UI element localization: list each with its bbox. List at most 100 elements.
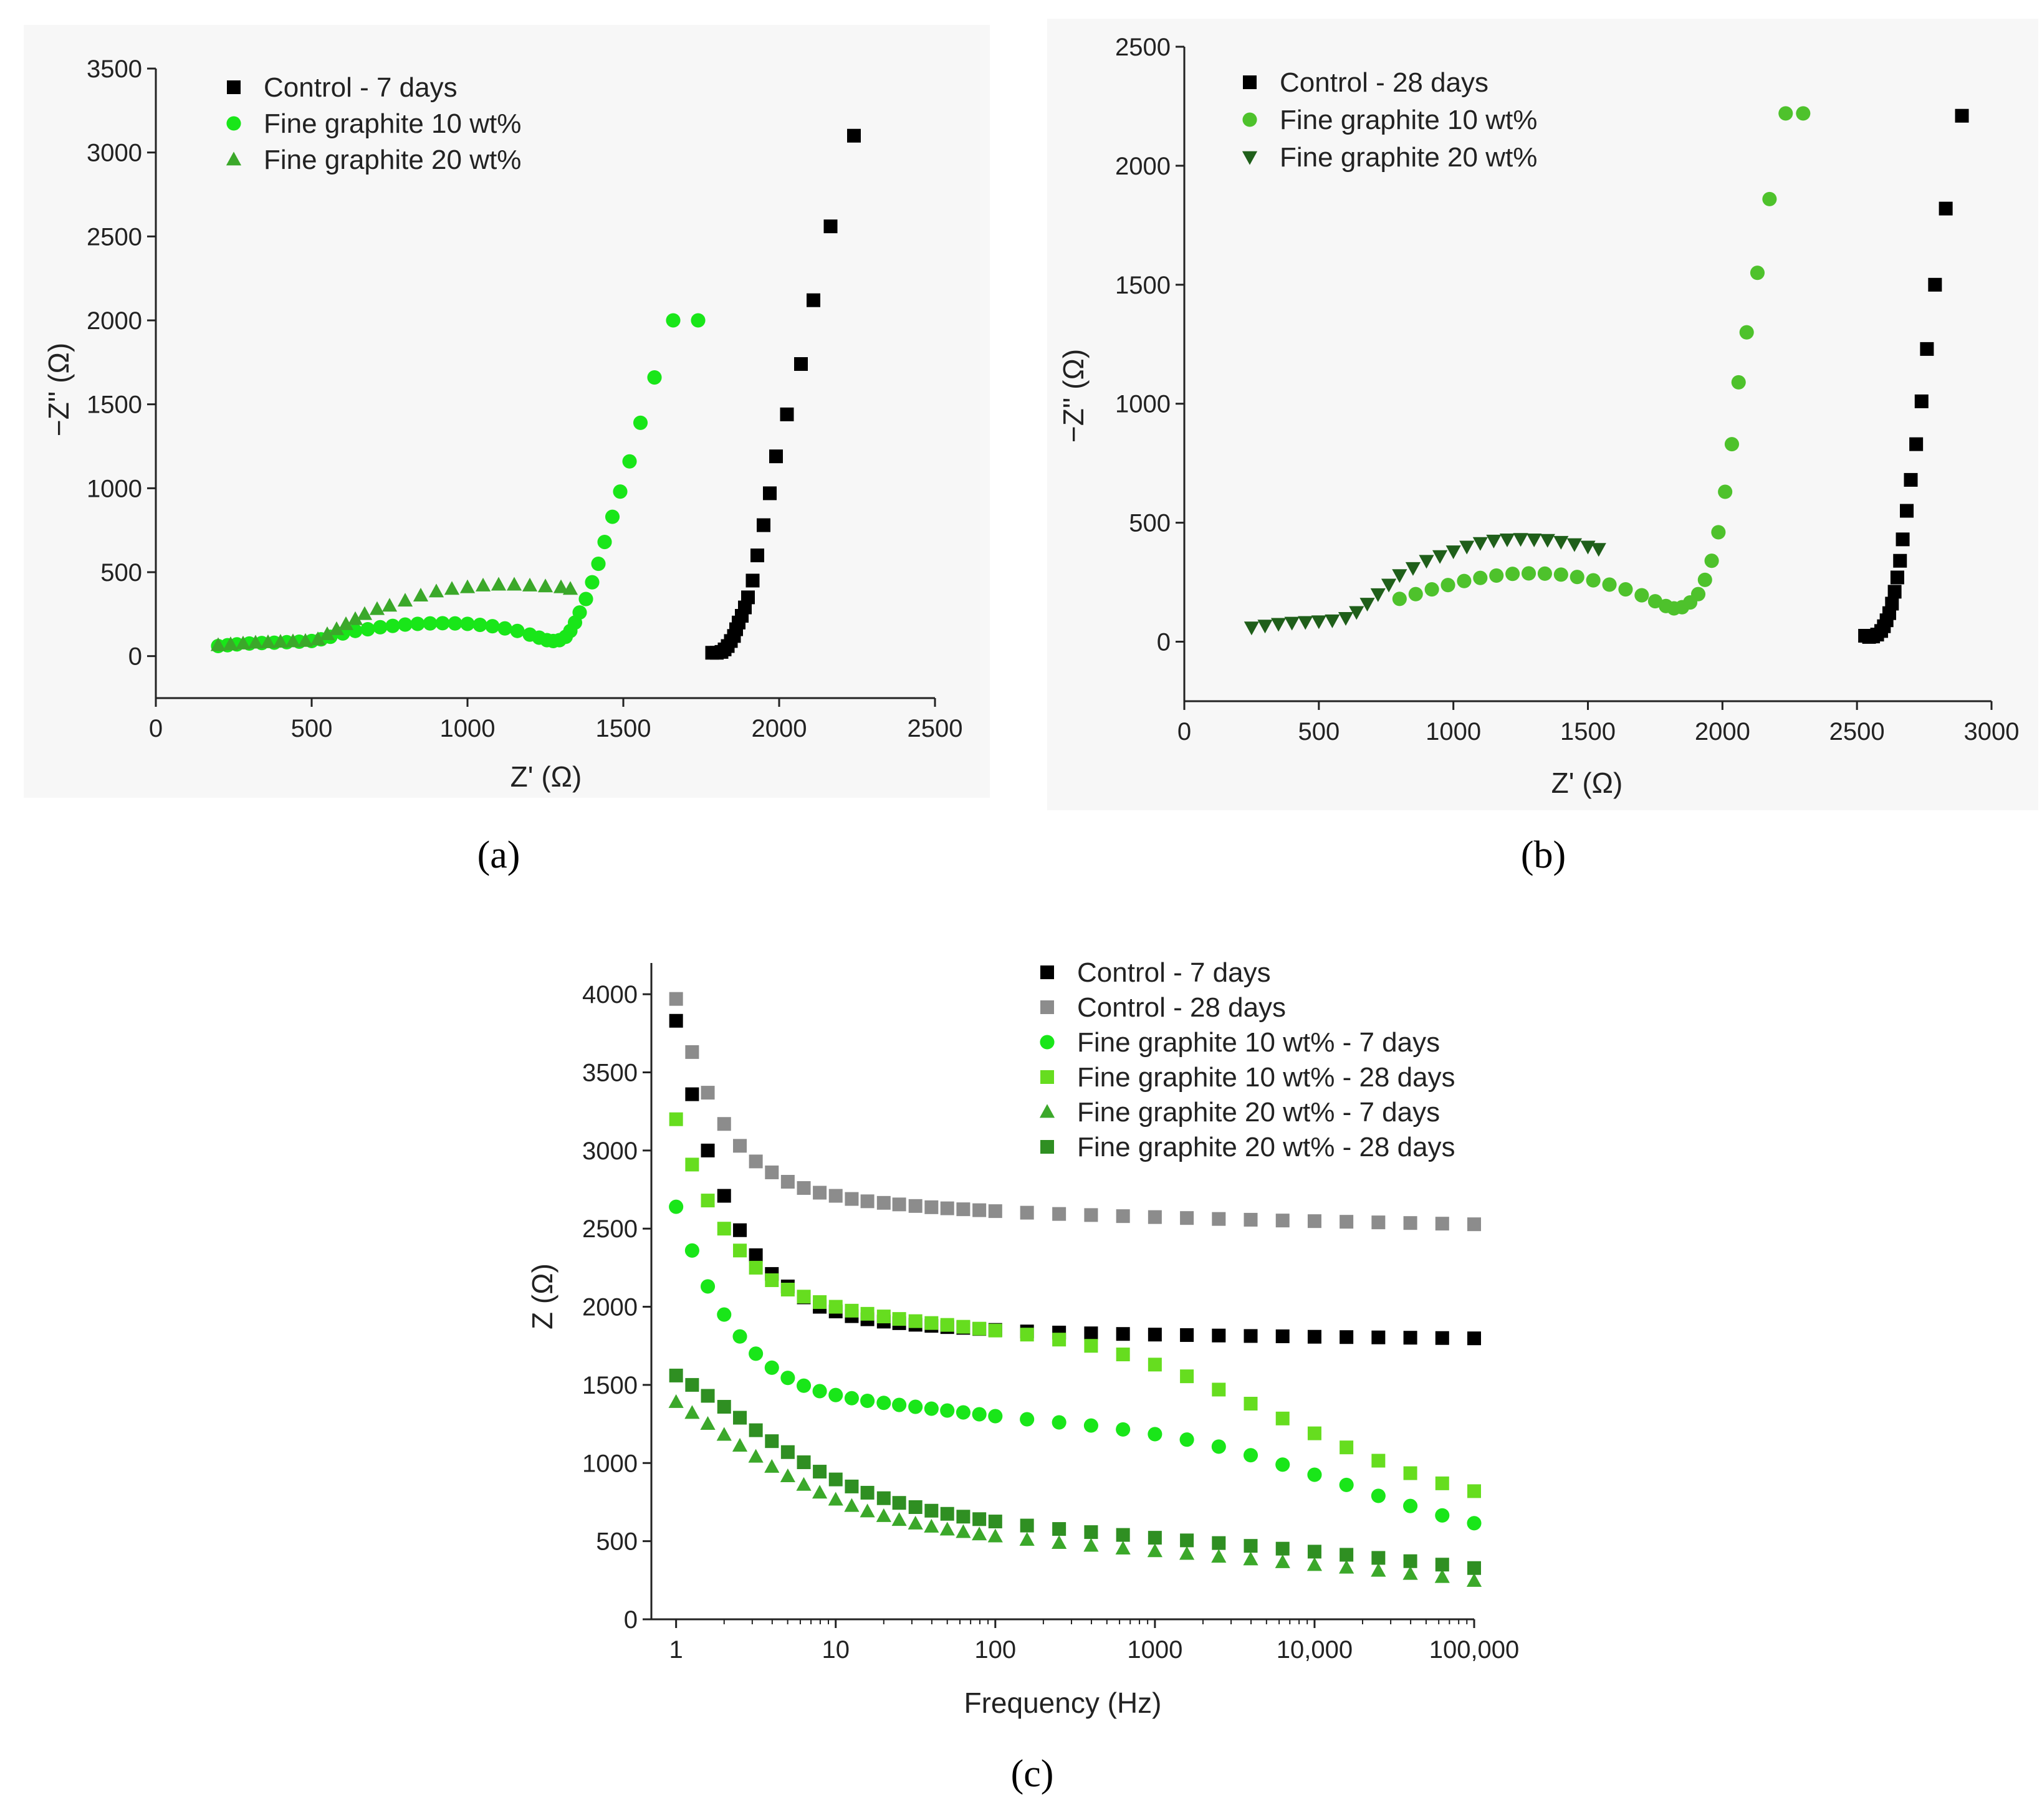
- data-point: [1180, 1211, 1194, 1225]
- data-point: [940, 1201, 954, 1215]
- x-tick-label: 2000: [1695, 718, 1750, 745]
- data-point: [1440, 578, 1455, 593]
- data-point: [1338, 612, 1354, 626]
- data-point: [828, 1472, 843, 1487]
- data-point: [1486, 534, 1502, 548]
- data-point: [1893, 553, 1907, 568]
- data-point: [1900, 504, 1914, 518]
- series-1: [1392, 106, 1811, 616]
- data-point: [691, 313, 706, 328]
- data-point: [845, 1479, 859, 1493]
- data-point: [444, 581, 460, 595]
- data-point: [733, 1223, 747, 1237]
- data-point: [1434, 1569, 1450, 1583]
- x-tick-label: 100: [974, 1636, 1016, 1664]
- data-point: [1339, 1559, 1354, 1574]
- data-point: [701, 1194, 715, 1208]
- data-point: [1020, 1205, 1034, 1220]
- data-point: [741, 590, 755, 605]
- data-point: [1052, 1415, 1067, 1430]
- data-point: [1796, 106, 1811, 121]
- data-point: [669, 1199, 684, 1214]
- data-point: [780, 1371, 795, 1386]
- data-point: [1467, 1217, 1481, 1232]
- legend-marker: [1040, 1140, 1054, 1154]
- data-point: [757, 518, 770, 532]
- data-point: [1212, 1328, 1226, 1343]
- data-point: [939, 1521, 955, 1536]
- data-point: [522, 577, 538, 592]
- data-point: [845, 1303, 859, 1318]
- panel-b-ylabel: −Z'' (Ω): [1057, 349, 1090, 443]
- data-point: [749, 1346, 764, 1361]
- data-point: [823, 219, 838, 234]
- data-point: [1212, 1382, 1226, 1397]
- data-point: [506, 577, 522, 591]
- data-point: [1553, 535, 1569, 550]
- data-point: [1116, 1327, 1130, 1341]
- y-tick-label: 500: [1129, 510, 1171, 537]
- data-point: [1467, 1331, 1481, 1346]
- legend-marker: [1040, 1000, 1054, 1014]
- data-point: [847, 128, 861, 143]
- data-point: [765, 1165, 779, 1179]
- data-point: [892, 1397, 907, 1412]
- data-point: [940, 1506, 954, 1521]
- data-point: [1116, 1528, 1130, 1542]
- data-point: [988, 1515, 1002, 1529]
- data-point: [1325, 614, 1340, 628]
- data-point: [272, 634, 289, 648]
- series-4: [668, 1394, 1482, 1587]
- data-point: [510, 623, 525, 638]
- data-point: [285, 633, 301, 648]
- data-point: [1928, 277, 1942, 292]
- data-point: [876, 1491, 891, 1505]
- legend-marker: [226, 116, 241, 131]
- legend-marker: [1243, 75, 1257, 89]
- data-point: [813, 1185, 827, 1200]
- panel-a-caption: (a): [477, 834, 520, 876]
- data-point: [585, 575, 600, 590]
- x-tick-label: 500: [291, 715, 333, 742]
- data-point: [1211, 1549, 1227, 1563]
- data-point: [410, 616, 425, 631]
- data-point: [1148, 1427, 1162, 1442]
- series-2: [669, 1199, 1482, 1531]
- data-point: [1148, 1531, 1162, 1545]
- panel-b-marks: [1244, 106, 1969, 644]
- data-point: [684, 1405, 700, 1419]
- data-point: [1179, 1546, 1195, 1560]
- data-point: [310, 631, 326, 646]
- data-point: [1052, 1535, 1067, 1549]
- data-point: [297, 633, 314, 647]
- data-point: [1887, 585, 1902, 599]
- data-point: [1634, 588, 1649, 603]
- legend-label: Fine graphite 20 wt%: [1280, 142, 1537, 173]
- data-point: [794, 357, 808, 371]
- y-tick-label: 2500: [87, 223, 142, 251]
- x-tick-label: 1500: [596, 715, 651, 742]
- data-point: [1275, 1329, 1290, 1343]
- panel-a-marks: [210, 128, 861, 660]
- data-point: [1505, 567, 1520, 582]
- data-point: [860, 1306, 875, 1321]
- data-point: [1896, 532, 1910, 547]
- data-point: [1115, 1541, 1131, 1555]
- y-tick-label: 0: [624, 1606, 638, 1634]
- data-point: [1148, 1358, 1162, 1372]
- legend-marker: [1040, 1070, 1054, 1084]
- data-point: [717, 1117, 731, 1131]
- data-point: [749, 1423, 763, 1437]
- data-point: [572, 605, 587, 620]
- data-point: [1403, 1554, 1417, 1568]
- data-point: [749, 1248, 763, 1262]
- data-point: [397, 593, 413, 607]
- x-tick-label: 1000: [1426, 718, 1481, 745]
- data-point: [844, 1391, 859, 1406]
- data-point: [319, 626, 335, 641]
- data-point: [1083, 1538, 1099, 1552]
- data-point: [1244, 1397, 1258, 1411]
- data-point: [701, 1389, 715, 1403]
- data-point: [908, 1199, 923, 1213]
